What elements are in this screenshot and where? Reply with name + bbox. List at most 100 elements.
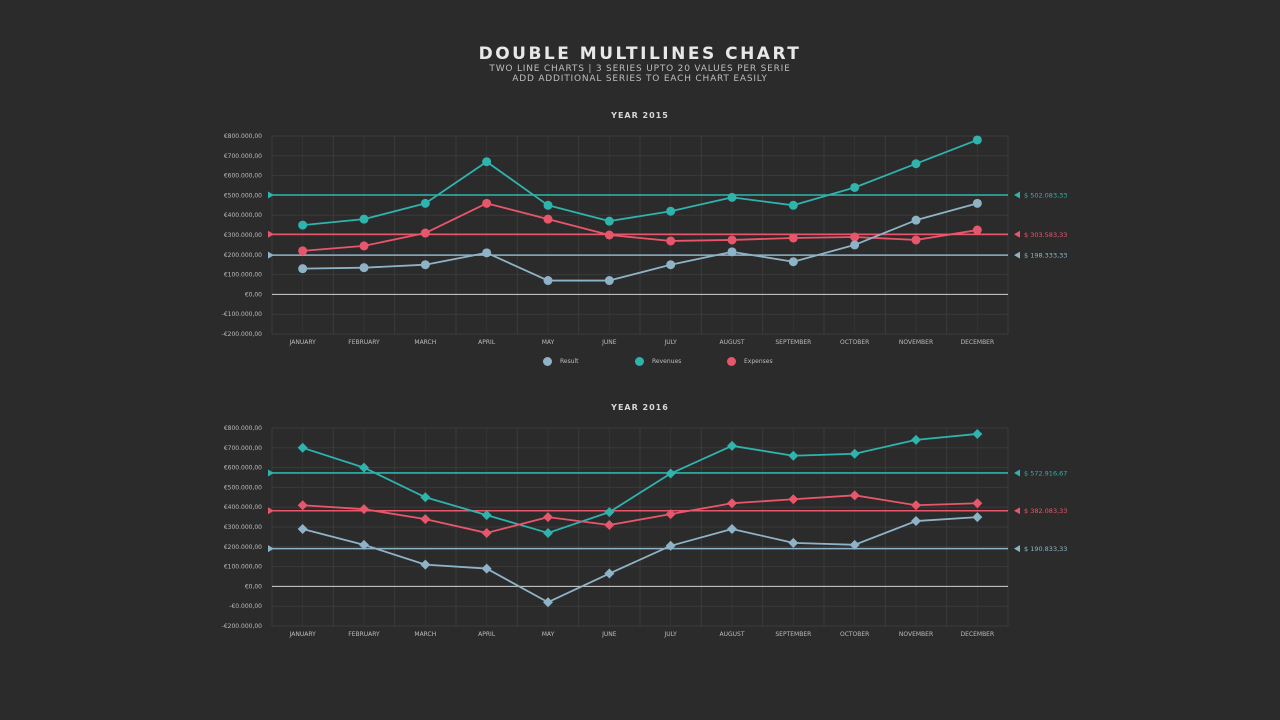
data-point-expenses: [972, 225, 982, 235]
data-point-expenses: [482, 198, 492, 208]
data-point-result: [543, 276, 553, 286]
data-point-revenues: [727, 440, 737, 451]
data-point-result: [420, 260, 430, 270]
y-tick-label: €100.000,00: [224, 272, 262, 279]
y-tick-label: €500.000,00: [224, 484, 262, 491]
data-point-revenues: [604, 216, 614, 226]
data-point-expenses: [788, 233, 798, 243]
y-tick-label: €600.000,00: [224, 465, 262, 472]
data-point-result: [972, 198, 982, 208]
y-tick-label: €800.000,00: [224, 425, 262, 432]
data-point-expenses: [911, 235, 921, 245]
y-tick-label: €300.000,00: [224, 232, 262, 239]
series-line-result: [302, 202, 978, 282]
x-tick-label: JULY: [663, 631, 677, 638]
data-point-revenues: [665, 468, 676, 479]
average-marker-left-revenues: [268, 191, 274, 199]
data-point-revenues: [543, 200, 553, 210]
average-label-revenues: $ 572.916,67: [1024, 469, 1067, 477]
legend-item-result: Result: [543, 357, 579, 366]
series-line-expenses: [302, 494, 978, 534]
x-tick-label: APRIL: [478, 339, 496, 346]
data-point-expenses: [543, 512, 553, 523]
data-point-revenues: [849, 448, 860, 459]
data-point-result: [788, 537, 799, 548]
x-tick-label: JANUARY: [289, 631, 317, 638]
average-marker-left-result: [268, 545, 274, 553]
x-tick-label: NOVEMBER: [899, 339, 933, 346]
chart-2015-title: YEAR 2015: [610, 111, 669, 120]
data-point-revenues: [727, 192, 737, 202]
y-tick-label: €800.000,00: [224, 133, 262, 140]
y-tick-label: €700.000,00: [224, 445, 262, 452]
series-line-revenues: [302, 139, 978, 226]
average-marker-right-result: [1014, 251, 1020, 259]
x-tick-label: AUGUST: [719, 631, 744, 638]
data-point-revenues: [604, 507, 615, 518]
data-point-result: [665, 540, 676, 551]
average-marker-right-revenues: [1014, 469, 1020, 477]
chart-2015: YEAR 2015 €800.000,00 €700.000,00 €600.000,…: [222, 111, 1068, 346]
average-marker-right-revenues: [1014, 191, 1020, 199]
data-point-revenues: [788, 200, 798, 210]
x-tick-label: DECEMBER: [961, 339, 995, 346]
data-point-revenues: [359, 462, 369, 473]
data-point-expenses: [727, 498, 737, 509]
data-point-revenues: [359, 214, 369, 224]
data-point-revenues: [482, 157, 492, 167]
average-label-revenues: $ 502.083,33: [1024, 191, 1067, 199]
average-marker-left-expenses: [268, 230, 274, 238]
data-point-expenses: [481, 527, 492, 538]
y-tick-label: -€200.000,00: [222, 623, 263, 630]
x-tick-label: JUNE: [601, 631, 617, 638]
x-tick-label: JUNE: [601, 339, 617, 346]
series-line-expenses: [302, 202, 978, 252]
data-point-result: [911, 516, 921, 527]
data-point-result: [420, 559, 431, 570]
x-tick-label: MARCH: [414, 339, 436, 346]
y-tick-label: €100.000,00: [224, 564, 262, 571]
data-point-expenses: [850, 232, 860, 242]
legend-label-result: Result: [560, 358, 579, 365]
average-marker-left-result: [268, 251, 274, 259]
chart-2016: YEAR 2016 €800.000,00 €700.000,00 €600.000,…: [222, 403, 1068, 638]
x-tick-label: APRIL: [478, 631, 496, 638]
legend-marker-result: [543, 357, 552, 366]
average-label-expenses: $ 382.083,33: [1024, 507, 1067, 515]
x-tick-label: MAY: [542, 339, 555, 346]
page-subtitle-2: ADD ADDITIONAL SERIES TO EACH CHART EASI…: [512, 74, 768, 84]
data-point-result: [849, 539, 860, 550]
data-point-revenues: [298, 220, 308, 230]
data-point-revenues: [911, 434, 921, 445]
x-tick-label: FEBRUARY: [348, 631, 380, 638]
legend-label-revenues: Revenues: [652, 358, 682, 365]
average-marker-right-result: [1014, 545, 1020, 553]
average-marker-right-expenses: [1014, 507, 1020, 515]
data-point-result: [481, 563, 492, 574]
data-point-result: [666, 260, 676, 270]
data-point-expenses: [359, 241, 369, 251]
y-tick-label: €500.000,00: [224, 192, 262, 199]
series-line-result: [302, 516, 978, 604]
data-point-revenues: [788, 450, 799, 461]
data-point-result: [482, 248, 492, 258]
data-point-expenses: [298, 246, 308, 256]
average-label-expenses: $ 303.583,33: [1024, 231, 1067, 239]
data-point-expenses: [359, 504, 369, 515]
data-point-result: [850, 240, 860, 250]
x-tick-label: SEPTEMBER: [775, 339, 811, 346]
data-point-expenses: [666, 236, 676, 246]
data-point-expenses: [420, 514, 431, 525]
data-point-revenues: [911, 159, 921, 169]
data-point-expenses: [604, 520, 615, 531]
y-tick-label: €0,00: [245, 291, 262, 298]
data-point-expenses: [727, 235, 737, 245]
legend-label-expenses: Expenses: [744, 358, 773, 365]
data-point-result: [911, 215, 921, 225]
y-tick-label: €200.000,00: [224, 544, 262, 551]
series-line-revenues: [302, 433, 978, 534]
legend-item-revenues: Revenues: [635, 357, 681, 366]
page-subtitle-1: TWO LINE CHARTS | 3 SERIES UPTO 20 VALUE…: [489, 64, 791, 74]
data-point-result: [359, 539, 369, 550]
